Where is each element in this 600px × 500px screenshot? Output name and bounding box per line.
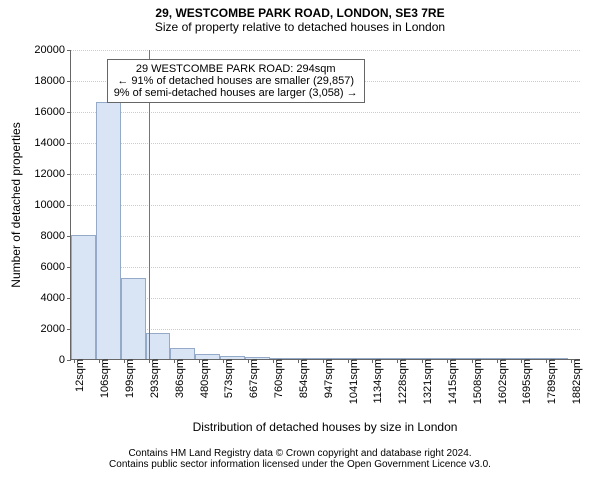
xtick-label: 1602sqm xyxy=(495,359,509,404)
annotation-line: 29 WESTCOMBE PARK ROAD: 294sqm xyxy=(114,63,358,75)
gridline-h xyxy=(71,329,580,330)
annotation-box: 29 WESTCOMBE PARK ROAD: 294sqm← 91% of d… xyxy=(107,59,365,103)
ytick-label: 10000 xyxy=(34,199,71,211)
xtick-label: 854sqm xyxy=(296,359,310,398)
xtick-label: 1321sqm xyxy=(420,359,434,404)
gridline-h xyxy=(71,236,580,237)
chart-title: 29, WESTCOMBE PARK ROAD, LONDON, SE3 7RE xyxy=(0,0,600,20)
xtick-label: 1228sqm xyxy=(395,359,409,404)
ytick-label: 2000 xyxy=(41,323,71,335)
xtick-label: 1789sqm xyxy=(544,359,558,404)
xtick-label: 760sqm xyxy=(271,359,285,398)
gridline-h xyxy=(71,50,580,51)
gridline-h xyxy=(71,267,580,268)
gridline-h xyxy=(71,143,580,144)
x-axis-label: Distribution of detached houses by size … xyxy=(193,420,458,434)
gridline-h xyxy=(71,112,580,113)
xtick-label: 1695sqm xyxy=(519,359,533,404)
ytick-label: 6000 xyxy=(41,261,71,273)
xtick-label: 386sqm xyxy=(172,359,186,398)
histogram-bar xyxy=(170,348,195,359)
xtick-label: 573sqm xyxy=(221,359,235,398)
ytick-label: 20000 xyxy=(34,44,71,56)
annotation-line: ← 91% of detached houses are smaller (29… xyxy=(114,75,358,87)
xtick-label: 106sqm xyxy=(97,359,111,398)
gridline-h xyxy=(71,298,580,299)
ytick-label: 8000 xyxy=(41,230,71,242)
xtick-label: 293sqm xyxy=(147,359,161,398)
chart-footer: Contains HM Land Registry data © Crown c… xyxy=(0,448,600,470)
histogram-bar xyxy=(96,102,121,359)
footer-line-2: Contains public sector information licen… xyxy=(0,459,600,470)
histogram-bar xyxy=(121,278,146,359)
chart-container: 29, WESTCOMBE PARK ROAD, LONDON, SE3 7RE… xyxy=(0,0,600,500)
xtick-label: 947sqm xyxy=(321,359,335,398)
ytick-label: 0 xyxy=(59,354,71,366)
ytick-label: 16000 xyxy=(34,106,71,118)
xtick-label: 1041sqm xyxy=(346,359,360,404)
ytick-label: 18000 xyxy=(34,75,71,87)
xtick-label: 199sqm xyxy=(122,359,136,398)
xtick-label: 667sqm xyxy=(246,359,260,398)
ytick-label: 12000 xyxy=(34,168,71,180)
xtick-label: 1134sqm xyxy=(370,359,384,403)
ytick-label: 14000 xyxy=(34,137,71,149)
xtick-label: 12sqm xyxy=(72,359,86,392)
xtick-label: 480sqm xyxy=(197,359,211,398)
ytick-label: 4000 xyxy=(41,292,71,304)
plot-area: 0200040006000800010000120001400016000180… xyxy=(70,50,580,360)
gridline-h xyxy=(71,174,580,175)
histogram-bar xyxy=(71,235,96,359)
gridline-h xyxy=(71,205,580,206)
y-axis-label: Number of detached properties xyxy=(9,122,23,287)
xtick-label: 1415sqm xyxy=(445,359,459,404)
chart-subtitle: Size of property relative to detached ho… xyxy=(0,20,600,34)
xtick-label: 1882sqm xyxy=(569,359,583,404)
annotation-line: 9% of semi-detached houses are larger (3… xyxy=(114,87,358,99)
footer-line-1: Contains HM Land Registry data © Crown c… xyxy=(0,448,600,459)
xtick-label: 1508sqm xyxy=(470,359,484,404)
